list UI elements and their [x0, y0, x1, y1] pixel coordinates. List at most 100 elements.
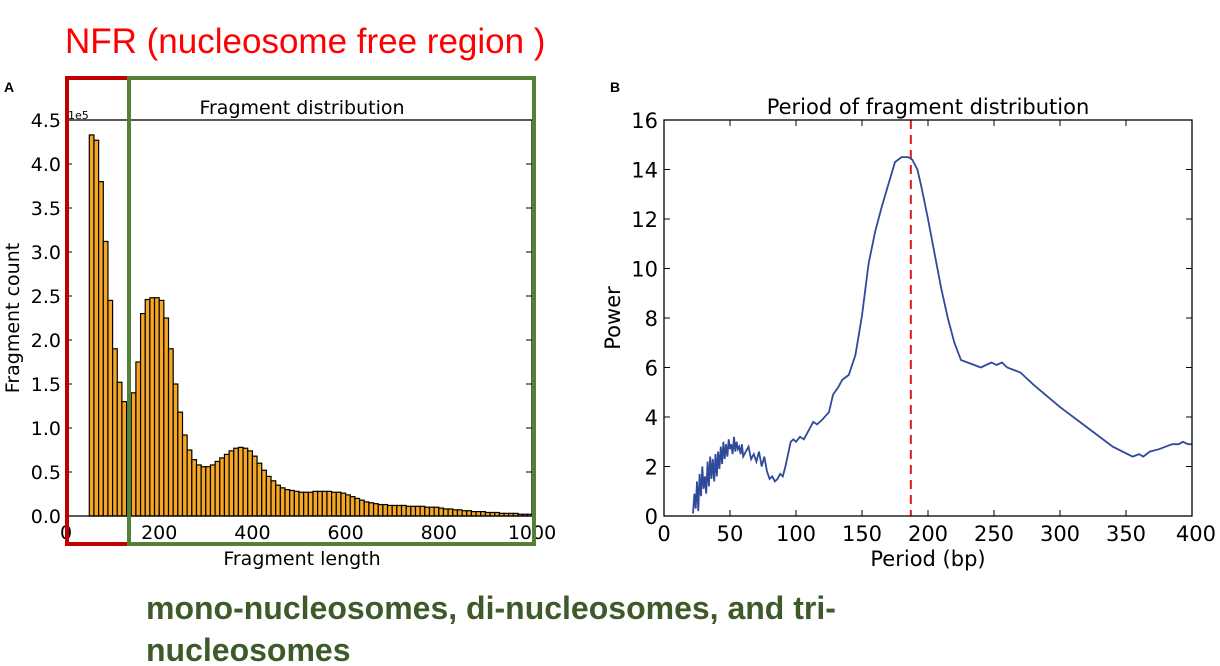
histogram-bar	[433, 506, 440, 517]
nucleosome-annotation-line1: mono-nucleosomes, di-nucleosomes, and tr…	[146, 590, 836, 626]
histogram-bar	[177, 411, 184, 517]
histogram-bar	[256, 462, 263, 517]
histogram-bar	[345, 494, 351, 517]
y-axis-label-a: Fragment count	[2, 243, 24, 393]
histogram-bar	[312, 490, 319, 517]
y-tick-label: 4.0	[31, 154, 61, 176]
histogram-bar	[219, 457, 226, 517]
histogram-bar	[135, 361, 142, 517]
histogram-bar	[144, 298, 151, 517]
histogram-bar	[167, 348, 174, 517]
histogram-bar	[116, 381, 123, 517]
histogram-bar	[321, 490, 328, 517]
x-tick-label: 400	[1176, 522, 1216, 546]
histogram-bar	[279, 487, 286, 517]
histogram-bar	[461, 510, 468, 517]
histogram-bar	[442, 508, 449, 517]
histogram-bar	[139, 313, 146, 517]
x-tick-label: 200	[141, 522, 177, 544]
histogram-bar	[400, 504, 407, 517]
chart-title-a: Fragment distribution	[199, 97, 404, 119]
histogram-bar	[447, 508, 454, 517]
histogram-bar	[466, 510, 473, 517]
x-tick-label: 50	[717, 522, 744, 546]
histogram-bar	[265, 475, 272, 517]
y-tick-label: 4	[645, 406, 658, 430]
x-tick-label: 150	[842, 522, 882, 546]
y-tick-label: 2.5	[31, 286, 61, 308]
histogram-bar	[354, 497, 361, 517]
x-tick-label: 250	[974, 522, 1014, 546]
histogram-bar	[163, 317, 170, 517]
histogram-bar	[391, 504, 398, 517]
histogram-bar	[335, 491, 342, 517]
histogram-bar	[181, 434, 188, 517]
y-tick-label: 1.0	[31, 418, 61, 440]
histogram-bar	[414, 505, 421, 517]
histogram-bar	[317, 490, 323, 517]
histogram-bar	[186, 449, 193, 517]
histogram-bar	[396, 504, 403, 517]
nfr-annotation: NFR (nucleosome free region )	[65, 22, 545, 61]
histogram-bar	[102, 240, 109, 517]
histogram-bar	[410, 505, 417, 517]
histogram-bar	[289, 489, 295, 517]
x-axis-b: 0 50 100 150 200 250 300 350 400	[657, 120, 1216, 546]
histogram-bar	[88, 134, 95, 517]
y-tick-label: 8	[645, 307, 658, 331]
histogram-bar	[247, 450, 254, 517]
histogram-bar	[242, 447, 249, 517]
histogram-bar	[480, 511, 486, 517]
histogram-bar	[209, 464, 216, 517]
nucleosome-box	[127, 76, 536, 546]
histogram-bar	[214, 460, 221, 517]
histogram-bar	[275, 484, 281, 517]
y-axis-label-b: Power	[601, 286, 625, 350]
histogram-bar	[130, 392, 137, 517]
histogram-bar	[326, 490, 333, 517]
x-axis-label-b: Period (bp)	[870, 547, 985, 571]
panel-b-label: B	[610, 79, 620, 95]
histogram-bar	[419, 505, 426, 517]
histogram-bar	[233, 447, 240, 517]
x-tick-label: 200	[908, 522, 948, 546]
histogram-bar	[428, 506, 435, 517]
histogram-bar	[261, 469, 267, 517]
y-tick-label: 10	[631, 258, 658, 282]
bars-group	[88, 134, 533, 517]
histogram-bar	[228, 450, 235, 517]
histogram-bar	[470, 511, 477, 517]
histogram-bar	[121, 401, 128, 517]
histogram-bar	[153, 297, 160, 517]
histogram-bar	[363, 501, 370, 517]
x-axis-label-a: Fragment length	[223, 548, 380, 570]
y-tick-label: 14	[631, 159, 658, 183]
histogram-bar	[405, 505, 412, 517]
y-tick-label: 2.0	[31, 330, 61, 352]
histogram-bar	[237, 446, 244, 517]
y-tick-label: 6	[645, 357, 658, 381]
x-tick-label: 300	[1040, 522, 1080, 546]
x-tick-label: 600	[327, 522, 363, 544]
histogram-bar	[368, 502, 375, 517]
histogram-bar	[158, 299, 165, 517]
y-tick-label: 2	[645, 456, 658, 480]
nucleosome-annotation-line2: nucleosomes	[146, 632, 351, 666]
y-tick-label: 1.5	[31, 374, 61, 396]
y-tick-label: 0.5	[31, 462, 61, 484]
histogram-bar	[223, 453, 230, 517]
histogram-bar	[307, 491, 314, 517]
panel-a-label: A	[4, 79, 14, 95]
x-tick-label: 400	[234, 522, 270, 544]
histogram-bar	[200, 466, 207, 517]
histogram-bar	[303, 491, 309, 517]
histogram-bar	[331, 491, 337, 517]
histogram-bar	[195, 464, 202, 517]
histogram-bar	[172, 383, 179, 517]
chart-title-b: Period of fragment distribution	[767, 95, 1090, 119]
histogram-bar	[107, 299, 114, 517]
histogram-bar	[377, 503, 384, 517]
histogram-bar	[424, 506, 431, 517]
histogram-bar	[270, 480, 277, 517]
y-tick-label: 12	[631, 208, 658, 232]
